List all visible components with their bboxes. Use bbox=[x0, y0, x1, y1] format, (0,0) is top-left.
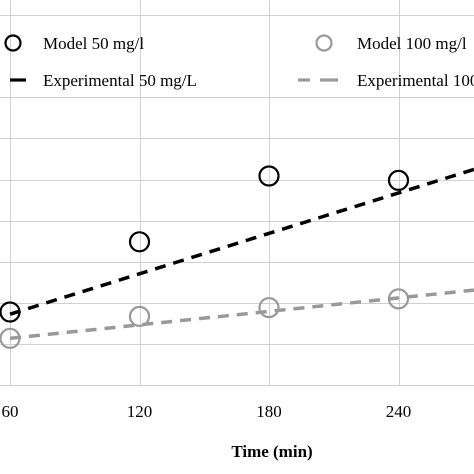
legend-entry-model-100: Model 100 mg/l bbox=[315, 34, 467, 53]
x-tick-label: 180 bbox=[256, 402, 282, 421]
series-line bbox=[9, 167, 474, 316]
grid bbox=[0, 0, 474, 386]
legend-label-experimental-100: Experimental 100 mg/L bbox=[357, 71, 474, 90]
data-point bbox=[128, 305, 151, 327]
legend-label-model-50: Model 50 mg/l bbox=[43, 34, 144, 53]
data-point bbox=[0, 301, 21, 323]
legend-marker-model-100 bbox=[315, 34, 333, 52]
x-tick-label: 60 bbox=[2, 402, 19, 421]
legend: Model 50 mg/l Model 100 mg/l Experimenta… bbox=[4, 34, 474, 90]
legend-marker-model-50 bbox=[4, 34, 22, 52]
data-point bbox=[258, 165, 280, 187]
series-line bbox=[9, 288, 474, 341]
legend-label-model-100: Model 100 mg/l bbox=[357, 34, 467, 53]
plot-series bbox=[0, 165, 474, 349]
legend-entry-experimental-100: Experimental 100 mg/L bbox=[298, 71, 474, 90]
x-axis-title: Time (min) bbox=[231, 442, 312, 461]
legend-entry-experimental-50: Experimental 50 mg/L bbox=[10, 71, 197, 90]
data-point bbox=[0, 327, 21, 349]
data-point bbox=[128, 231, 151, 253]
data-point bbox=[258, 297, 280, 319]
data-point bbox=[387, 288, 410, 310]
x-tick-label: 240 bbox=[386, 402, 412, 421]
x-axis-ticks: 60 120 180 240 bbox=[2, 402, 412, 421]
data-point bbox=[387, 169, 410, 191]
x-tick-label: 120 bbox=[127, 402, 153, 421]
legend-label-experimental-50: Experimental 50 mg/L bbox=[43, 71, 197, 90]
legend-entry-model-50: Model 50 mg/l bbox=[4, 34, 144, 53]
